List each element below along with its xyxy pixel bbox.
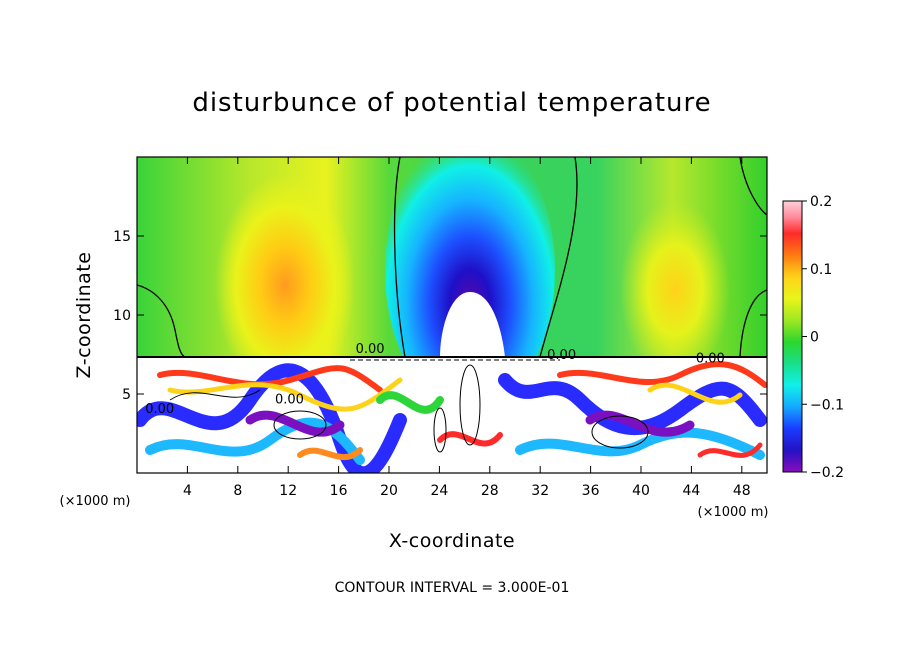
x-tick-label: 44 — [682, 483, 700, 499]
colorbar-ticks: 0.2 0.1 0 −0.1 −0.2 — [802, 194, 844, 481]
plot-area — [137, 157, 767, 473]
x-tick-label: 8 — [233, 483, 242, 499]
x-right-unit-label: (×1000 m) — [698, 505, 769, 520]
contour-label: 0.00 — [275, 392, 304, 407]
contour-label: 0.00 — [145, 402, 174, 417]
colorbar — [782, 200, 803, 473]
contour-labels: 0.00 0.00 0.00 0.00 0.00 — [145, 342, 725, 417]
y-axis: 5 10 15 — [113, 229, 767, 403]
x-tick-label: 28 — [481, 483, 499, 499]
warm-anomaly-right — [620, 200, 730, 380]
chart-title: disturbunce of potential temperature — [192, 88, 711, 118]
x-tick-label: 24 — [430, 483, 448, 499]
upper-contours — [137, 157, 767, 358]
colorbar-tick-label: 0.2 — [810, 194, 832, 210]
x-tick-label: 12 — [279, 483, 297, 499]
x-axis: 4 8 12 16 20 24 28 32 36 40 44 48 — [183, 157, 751, 499]
y-tick-label: 15 — [113, 229, 131, 245]
x-tick-label: 36 — [582, 483, 600, 499]
x-tick-label: 16 — [330, 483, 348, 499]
contour-interval-note: CONTOUR INTERVAL = 3.000E-01 — [335, 580, 570, 596]
y-axis-label: Z-coordinate — [73, 252, 95, 379]
warm-anomaly-left — [215, 175, 355, 395]
y-tick-label: 10 — [113, 308, 131, 324]
x-tick-label: 32 — [531, 483, 549, 499]
x-tick-label: 4 — [183, 483, 192, 499]
cold-plume — [385, 157, 555, 410]
contour-label: 0.00 — [356, 342, 385, 357]
colorbar-tick-label: −0.2 — [810, 465, 844, 481]
x-left-unit-label: (×1000 m) — [60, 494, 131, 509]
plume-core — [440, 292, 505, 357]
contour-label: 0.00 — [547, 348, 576, 363]
colorbar-tick-label: −0.1 — [810, 397, 844, 413]
colorbar-tick-label: 0 — [810, 330, 819, 346]
colorbar-tick-label: 0.1 — [810, 262, 832, 278]
lower-contours — [169, 364, 649, 453]
x-tick-label: 20 — [380, 483, 398, 499]
contour-label: 0.00 — [696, 351, 725, 366]
x-tick-label: 48 — [733, 483, 751, 499]
x-tick-label: 40 — [632, 483, 650, 499]
y-tick-label: 5 — [122, 387, 131, 403]
x-axis-label: X-coordinate — [389, 530, 515, 552]
